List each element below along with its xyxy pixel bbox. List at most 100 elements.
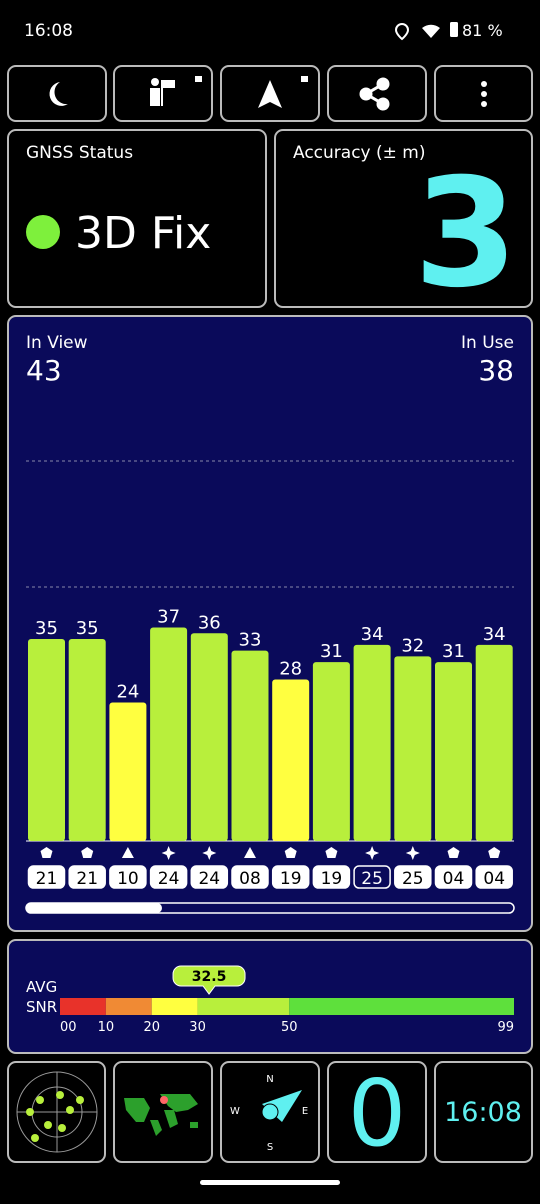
people-icon [150, 76, 202, 106]
bar-label: 28 [279, 658, 302, 679]
compass: N S W E [230, 1074, 308, 1153]
satellite-id: 19 [280, 869, 302, 889]
snr-segment [197, 998, 290, 1015]
bar-label: 32 [401, 635, 424, 656]
snr-tick-label: 10 [98, 1020, 115, 1035]
constellation-icon [81, 847, 94, 858]
snr-bar [435, 662, 472, 841]
snr-bar [394, 656, 432, 841]
snr-tick-label: 99 [497, 1020, 514, 1035]
svg-text:S: S [267, 1142, 273, 1153]
night-button[interactable] [7, 65, 107, 122]
snr-bar [231, 650, 269, 841]
accuracy-card [274, 129, 533, 308]
satellite-id-box [231, 865, 269, 889]
constellation-icon [40, 847, 53, 858]
snr-segment [289, 998, 514, 1015]
in-view-label: In View [26, 333, 88, 353]
snr-tick-label: 30 [189, 1020, 206, 1035]
constellation-icon [325, 847, 338, 858]
snr-bar [109, 702, 147, 841]
svg-text:N: N [266, 1074, 273, 1085]
satellite-id-box [271, 865, 310, 889]
battery: 81 % [462, 21, 503, 40]
constellation-icon [488, 847, 501, 858]
constellation-icon [447, 847, 460, 858]
avg-label: AVG [26, 978, 57, 996]
in-use-value: 38 [478, 354, 514, 387]
bar-label: 34 [361, 624, 384, 645]
wifi-icon [422, 24, 440, 38]
share-button[interactable] [327, 65, 427, 122]
snr-segment [60, 998, 106, 1015]
snr-tick-label: 00 [60, 1020, 77, 1035]
snr-bar [353, 644, 391, 841]
bar-label: 35 [76, 618, 99, 639]
location-icon [394, 22, 410, 41]
snr-segment [105, 998, 152, 1015]
constellation-icon [161, 846, 176, 860]
status-value: 3D Fix [75, 208, 211, 259]
satellite-id: 04 [483, 869, 505, 889]
dots-icon [481, 81, 487, 107]
satellite-id: 08 [239, 869, 261, 889]
satellite-id-box [394, 865, 432, 889]
world-map [124, 1094, 198, 1136]
status-card [7, 129, 267, 308]
share-icon [359, 77, 390, 111]
count-value: 0 [348, 1060, 407, 1167]
snr-bar [312, 662, 350, 841]
satellite-id-box [68, 865, 106, 889]
bar-label: 35 [35, 618, 58, 639]
radar [16, 1071, 98, 1153]
constellation-icon [244, 847, 256, 858]
clock-tile[interactable] [434, 1061, 533, 1163]
bar-label: 34 [483, 624, 506, 645]
snr-card [7, 939, 533, 1054]
snr-bar [475, 644, 513, 841]
bar-label: 37 [157, 607, 180, 628]
satellite-id: 21 [36, 869, 58, 889]
svg-text:E: E [302, 1106, 308, 1117]
snr-bar [150, 627, 188, 841]
bar-label: 33 [239, 630, 262, 651]
constellation-icon [365, 846, 380, 860]
nav-handle[interactable] [200, 1180, 340, 1185]
satellite-id: 25 [402, 869, 424, 889]
status-label: GNSS Status [26, 143, 133, 163]
satellite-id-box [312, 865, 351, 889]
satellite-id-box [434, 865, 473, 889]
satellite-id: 19 [321, 869, 343, 889]
avg-marker [172, 965, 246, 995]
bar-label: 36 [198, 612, 221, 633]
snr-tick-label: 50 [281, 1020, 298, 1035]
svg-text:W: W [230, 1106, 240, 1117]
snr-tick-label: 20 [143, 1020, 160, 1035]
snr-segment [151, 998, 198, 1015]
satellite-id-box [475, 865, 513, 889]
map-tile[interactable] [113, 1061, 213, 1163]
snr-label: SNR [26, 998, 57, 1016]
clock-value: 16:08 [444, 1097, 522, 1128]
satellite-id: 21 [76, 869, 98, 889]
snr-bar [28, 639, 65, 841]
constellation-icon [284, 847, 297, 858]
scroll-thumb[interactable] [26, 903, 162, 913]
satellite-id-box [353, 865, 391, 889]
count-tile[interactable] [327, 1061, 427, 1163]
arrow-icon [258, 76, 308, 108]
bar-label: 31 [442, 641, 465, 662]
satellite-id-box [27, 865, 66, 889]
in-view-value: 43 [26, 354, 62, 387]
snr-bar [272, 679, 310, 841]
fix-dot [26, 215, 60, 249]
snr-bar [190, 633, 228, 841]
battery-icon [450, 22, 458, 37]
constellation-icon [121, 847, 134, 858]
accuracy-label: Accuracy (± m) [293, 143, 426, 163]
satellite-id: 04 [443, 869, 465, 889]
in-use-label: In Use [461, 333, 514, 353]
satellite-id: 24 [158, 869, 180, 889]
